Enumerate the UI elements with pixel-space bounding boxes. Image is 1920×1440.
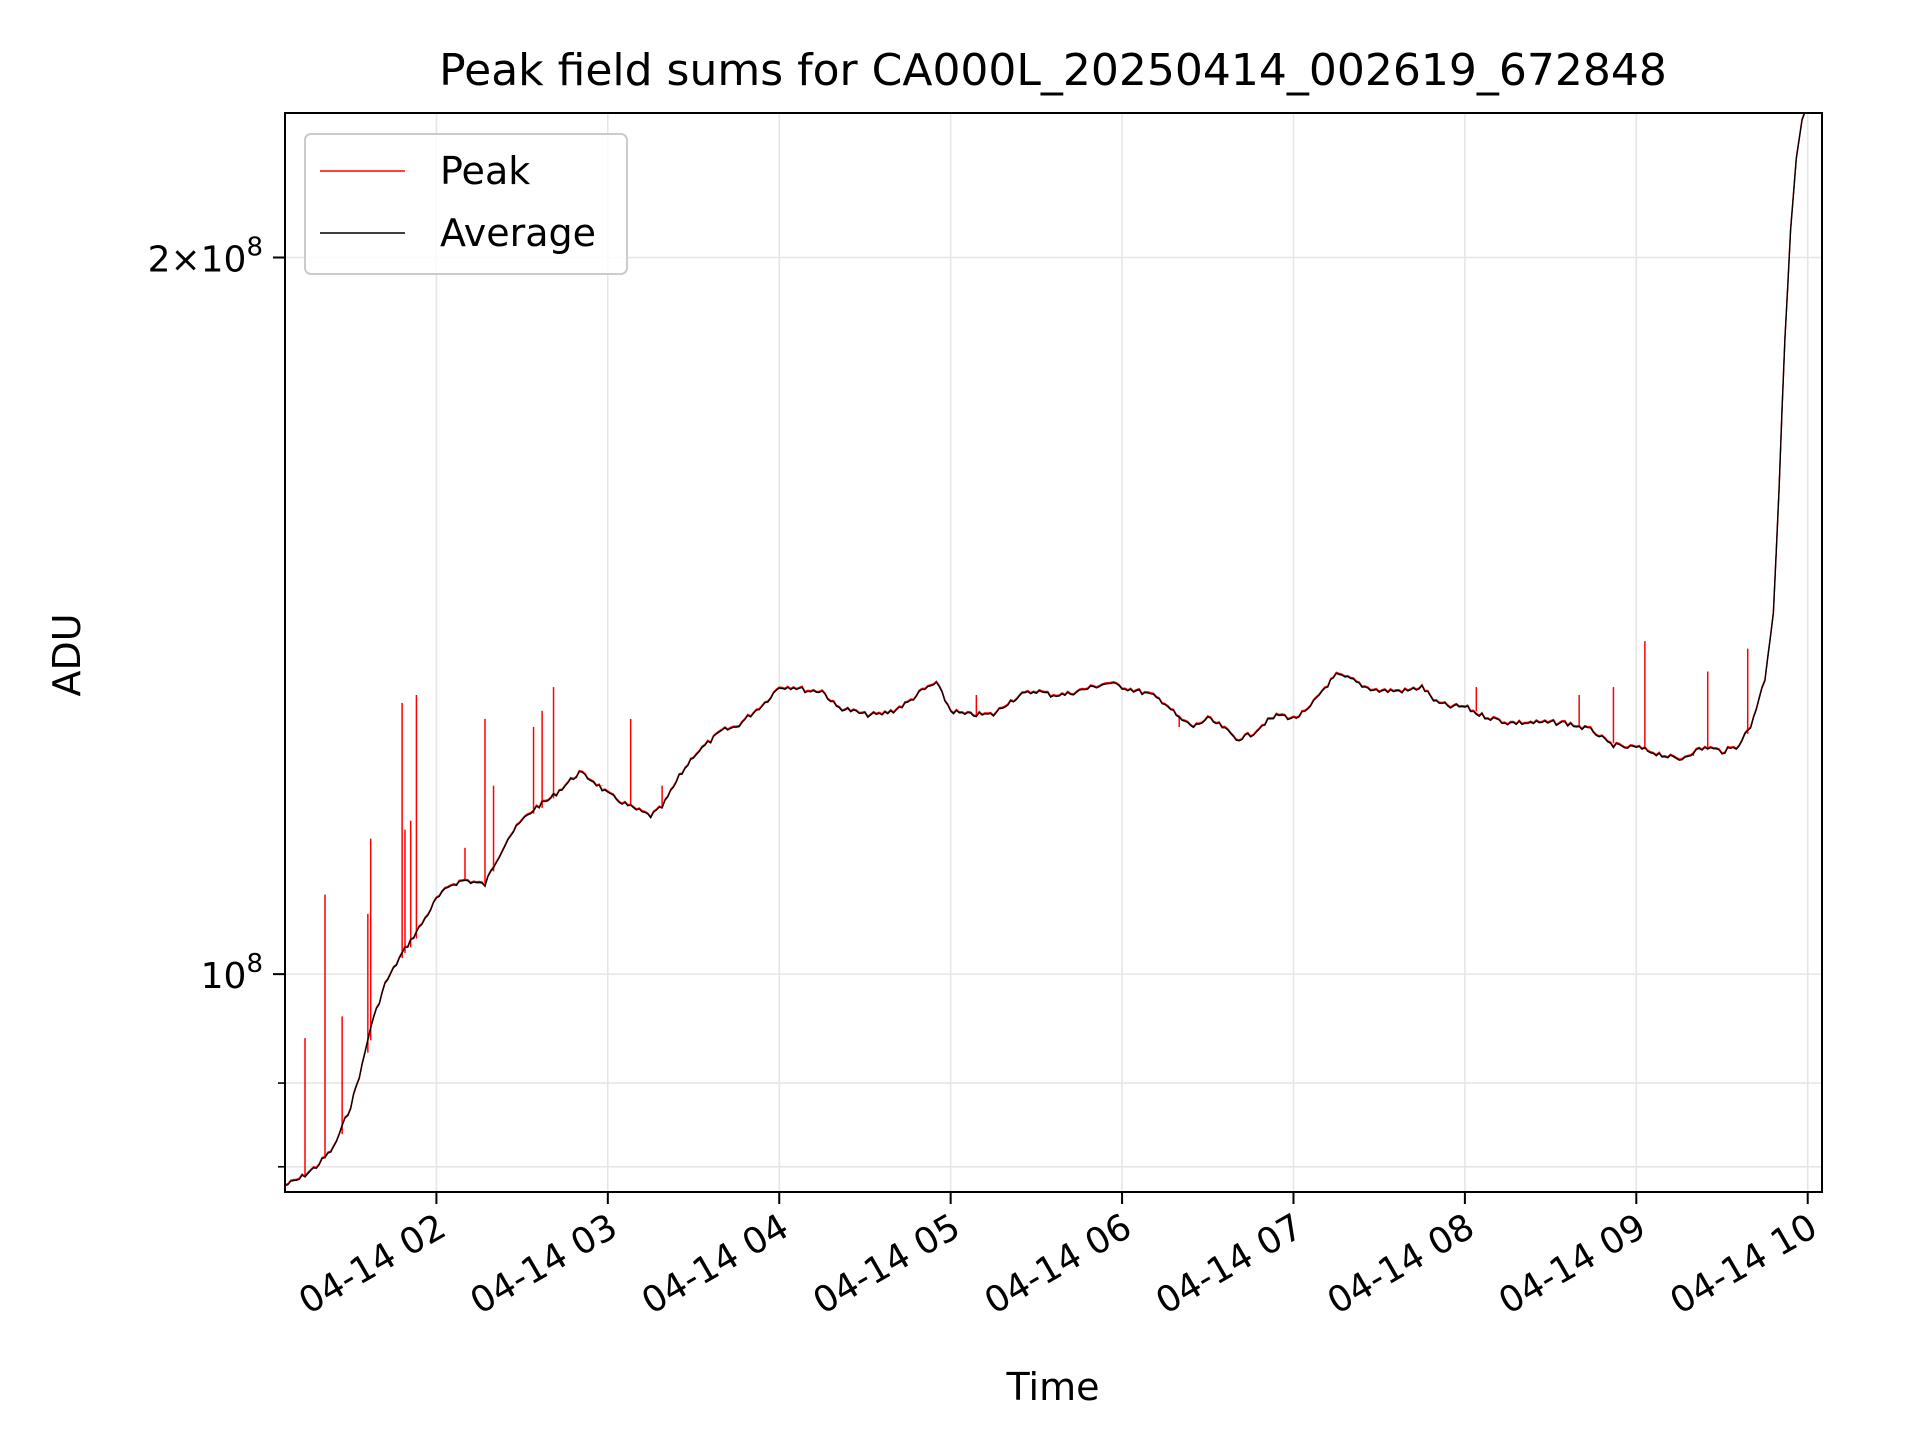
- legend-label-average: Average: [440, 211, 596, 255]
- x-axis-label: Time: [1006, 1365, 1100, 1409]
- plot-frame: [284, 112, 1823, 1193]
- grid: [285, 113, 1822, 1192]
- chart-title: Peak field sums for CA000L_20250414_0026…: [439, 45, 1667, 96]
- legend-label-peak: Peak: [440, 149, 530, 193]
- y-tick-label: 2×108: [148, 232, 263, 280]
- legend-box: [304, 133, 628, 275]
- y-axis-label: ADU: [45, 613, 89, 696]
- series-average-line: [285, 113, 1806, 1187]
- y-tick-label-exponent: 8: [246, 232, 263, 262]
- y-tick-label: 108: [201, 949, 263, 997]
- plot-series: [285, 113, 1806, 1187]
- y-tick-label-base: 10: [201, 956, 247, 997]
- legend: Peak Average: [304, 133, 628, 275]
- y-tick-label-exponent: 8: [246, 949, 263, 979]
- y-tick-label-base: 2×10: [148, 239, 247, 280]
